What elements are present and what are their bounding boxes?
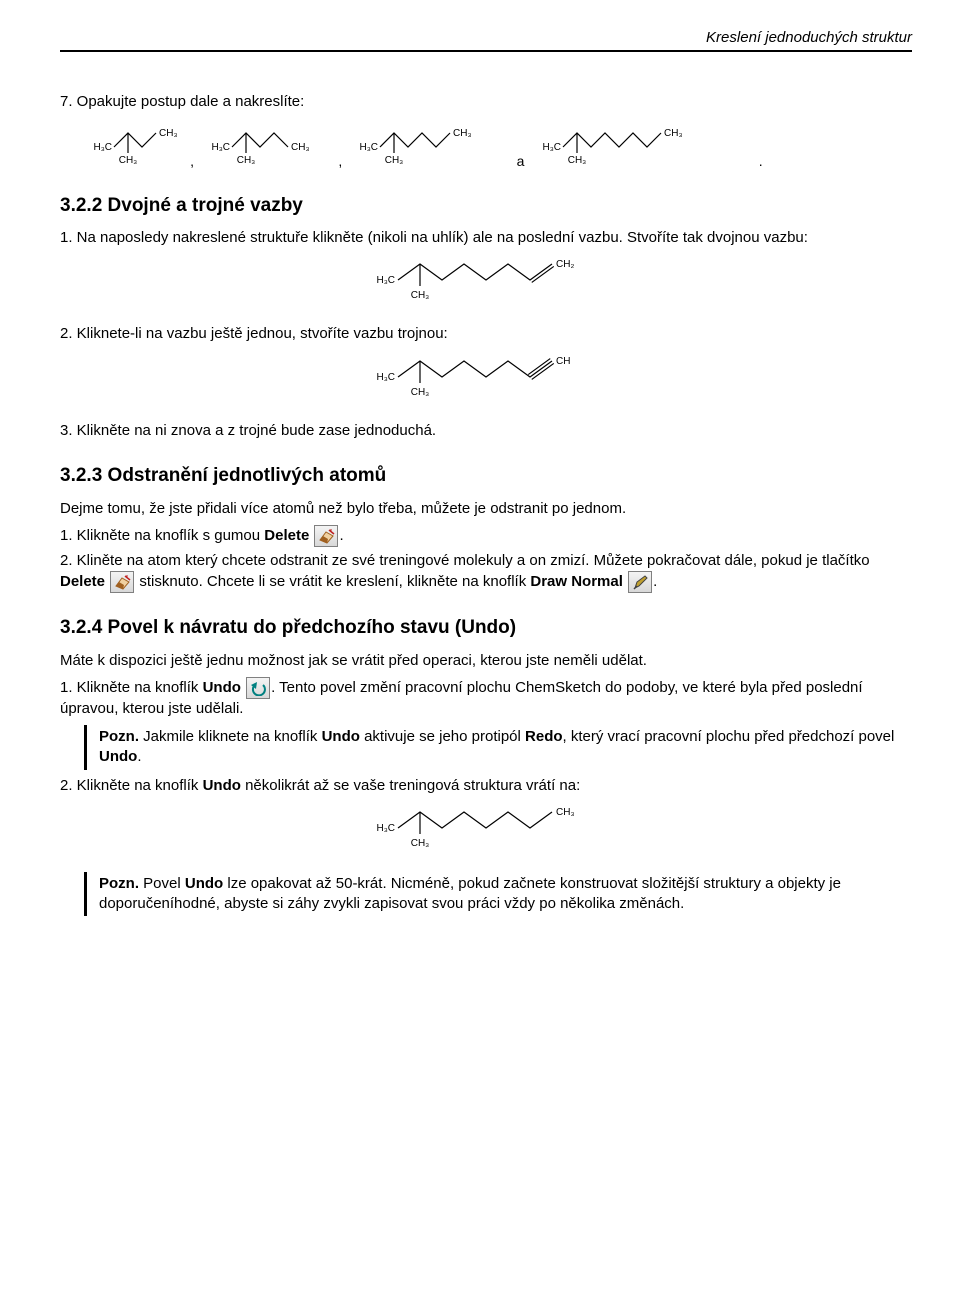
- s323-1a: 1. Klikněte na knoflík s gumou: [60, 527, 264, 544]
- s323-2c: [105, 573, 109, 590]
- molecule-double: H₃C CH₃ CH₂: [60, 254, 912, 314]
- heading-322: 3.2.2 Dvojné a trojné vazby: [60, 193, 912, 219]
- s322-p3: 3. Klikněte na ni znova a z trojné bude …: [60, 421, 912, 441]
- s324-item2: 2. Klikněte na knoflík Undo několikrát a…: [60, 776, 912, 796]
- draw-normal-icon[interactable]: [628, 571, 652, 593]
- s323-item2: 2. Kliněte na atom který chcete odstrani…: [60, 551, 912, 593]
- sep-4: .: [759, 152, 763, 171]
- svg-text:CH₃: CH₃: [411, 290, 430, 301]
- svg-text:CH₃: CH₃: [385, 155, 404, 166]
- s324-1a: 1. Klikněte na knoflík: [60, 679, 203, 696]
- s323-1b: Delete: [264, 527, 309, 544]
- sep-1: ,: [190, 152, 194, 171]
- s323-intro: Dejme tomu, že jste přidali více atomů n…: [60, 499, 912, 519]
- n1e: , který vrací pracovní plochu před předc…: [563, 728, 895, 745]
- molecule-triple: H₃C CH₃ CH: [60, 351, 912, 411]
- svg-text:CH₂: CH₂: [556, 259, 574, 270]
- n1c: aktivuje se jeho protipól: [360, 728, 525, 745]
- svg-text:H₃C: H₃C: [212, 142, 231, 153]
- s322-p2: 2. Kliknete-li na vazbu ještě jednou, st…: [60, 324, 912, 344]
- step-7-text: 7. Opakujte postup dale a nakreslíte:: [60, 92, 912, 112]
- note1-label: Pozn.: [99, 728, 139, 745]
- svg-text:CH₃: CH₃: [291, 142, 310, 153]
- molecule-3: H₃C CH₃ CH₃: [354, 121, 504, 171]
- s323-2d: stisknuto. Chcete li se vrátit ke kresle…: [135, 573, 530, 590]
- n2a: Povel: [139, 875, 185, 892]
- n1g: .: [137, 748, 141, 765]
- s323-2g: .: [653, 573, 657, 590]
- svg-text:H₃C: H₃C: [360, 142, 379, 153]
- molecule-final: H₃C CH₃ CH₃: [60, 802, 912, 862]
- svg-text:H₃C: H₃C: [542, 142, 561, 153]
- svg-text:CH₃: CH₃: [411, 387, 430, 398]
- svg-text:CH₃: CH₃: [556, 807, 575, 818]
- s324-1c: [241, 679, 245, 696]
- s323-2a: 2. Kliněte na atom který chcete odstrani…: [60, 552, 870, 569]
- heading-324: 3.2.4 Povel k návratu do předchozího sta…: [60, 615, 912, 641]
- heading-323: 3.2.3 Odstranění jednotlivých atomů: [60, 463, 912, 489]
- s323-1c: [309, 527, 313, 544]
- s324-intro: Máte k dispozici ještě jednu možnost jak…: [60, 651, 912, 671]
- s323-item1: 1. Klikněte na knoflík s gumou Delete .: [60, 525, 912, 547]
- note2-label: Pozn.: [99, 875, 139, 892]
- delete-icon[interactable]: [314, 525, 338, 547]
- s324-item1: 1. Klikněte na knoflík Undo . Tento pove…: [60, 677, 912, 719]
- molecule-2: H₃C CH₃ CH₃: [206, 121, 326, 171]
- sep-2: ,: [338, 152, 342, 171]
- svg-text:CH₃: CH₃: [664, 128, 683, 139]
- svg-text:CH₃: CH₃: [119, 155, 138, 166]
- s324-2b: Undo: [203, 777, 241, 794]
- delete-icon[interactable]: [110, 571, 134, 593]
- n1b: Undo: [322, 728, 360, 745]
- molecule-4: H₃C CH₃ CH₃: [537, 121, 747, 171]
- s324-2a: 2. Klikněte na knoflík: [60, 777, 203, 794]
- page-header: Kreslení jednoduchých struktur: [60, 28, 912, 52]
- step-7-molecules: H₃C CH₃ CH₃ , H₃C CH₃ CH₃ , H₃C CH₃ CH₃ a H₃C C…: [82, 121, 912, 171]
- molecule-1: H₃C CH₃ CH₃: [88, 121, 178, 171]
- svg-text:CH: CH: [556, 356, 570, 367]
- svg-text:CH₃: CH₃: [453, 128, 472, 139]
- s323-2b: Delete: [60, 573, 105, 590]
- n1f: Undo: [99, 748, 137, 765]
- header-title: Kreslení jednoduchých struktur: [706, 29, 912, 46]
- s323-2f: [623, 573, 627, 590]
- note-2: Pozn. Povel Undo lze opakovat až 50-krát…: [84, 872, 912, 917]
- n2b: Undo: [185, 875, 223, 892]
- svg-text:H₃C: H₃C: [376, 372, 395, 383]
- undo-icon[interactable]: [246, 677, 270, 699]
- s323-2e: Draw Normal: [530, 573, 623, 590]
- n1a: Jakmile kliknete na knoflík: [139, 728, 322, 745]
- s322-p1: 1. Na naposledy nakreslené struktuře kli…: [60, 228, 912, 248]
- n1d: Redo: [525, 728, 563, 745]
- svg-text:H₃C: H₃C: [376, 275, 395, 286]
- s324-1b: Undo: [203, 679, 241, 696]
- s323-1d: .: [339, 527, 343, 544]
- note-1: Pozn. Jakmile kliknete na knoflík Undo a…: [84, 725, 912, 770]
- svg-text:CH₃: CH₃: [237, 155, 256, 166]
- svg-text:CH₃: CH₃: [567, 155, 586, 166]
- svg-text:H₃C: H₃C: [376, 823, 395, 834]
- svg-text:CH₃: CH₃: [159, 128, 178, 139]
- svg-text:CH₃: CH₃: [411, 838, 430, 849]
- s324-2c: několikrát až se vaše treningová struktu…: [241, 777, 580, 794]
- sep-3: a: [517, 152, 525, 171]
- svg-text:H₃C: H₃C: [93, 142, 112, 153]
